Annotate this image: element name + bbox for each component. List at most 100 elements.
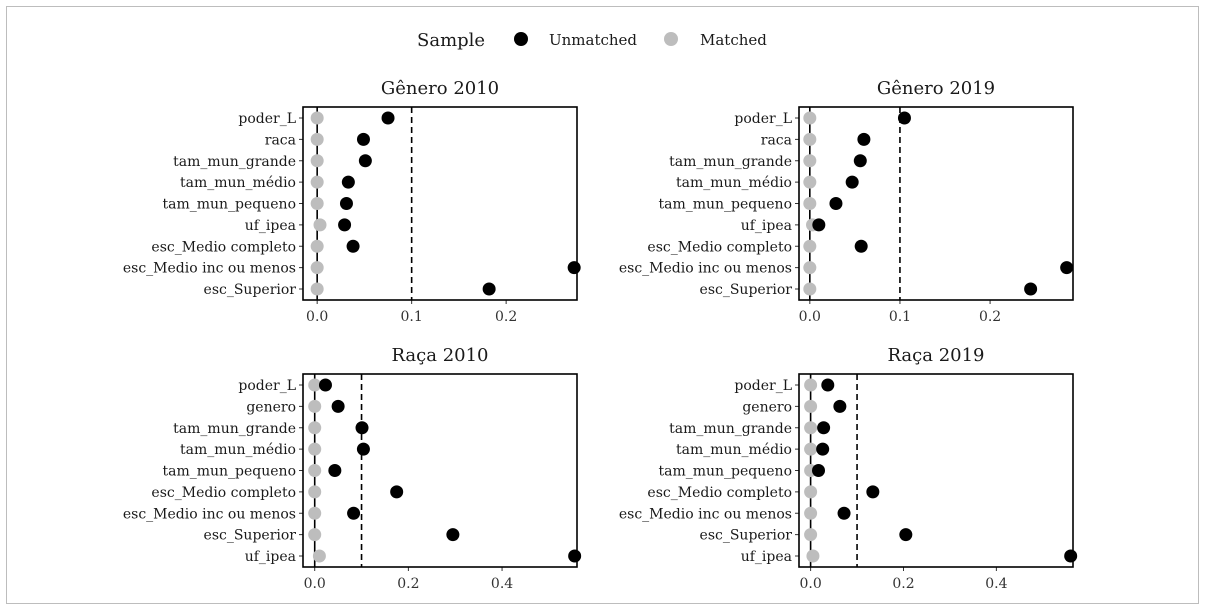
unmatched-point <box>857 132 871 146</box>
unmatched-point <box>568 549 582 563</box>
unmatched-point <box>897 111 911 125</box>
unmatched-point <box>821 378 835 392</box>
matched-point <box>310 282 324 296</box>
matched-point <box>310 154 324 168</box>
legend-swatch-matched <box>664 32 678 46</box>
matched-point <box>803 261 817 275</box>
panel-border <box>798 373 1074 568</box>
unmatched-point <box>318 378 332 392</box>
panel-title: Gênero 2010 <box>381 78 499 99</box>
matched-point <box>804 485 818 499</box>
unmatched-point <box>341 175 355 189</box>
variable-label: esc_Medio inc ou menos <box>123 506 296 522</box>
variable-label: esc_Medio completo <box>647 485 792 501</box>
x-tick-label: 0.2 <box>979 309 1001 325</box>
unmatched-point <box>833 399 847 413</box>
panel-title: Gênero 2019 <box>877 78 995 99</box>
matched-point <box>308 421 322 435</box>
variable-label: tam_mun_pequeno <box>162 464 296 480</box>
unmatched-point <box>854 239 868 253</box>
unmatched-point <box>356 442 370 456</box>
variable-label: uf_ipea <box>741 549 792 565</box>
matched-point <box>308 528 322 542</box>
variable-label: esc_Medio inc ou menos <box>619 261 792 277</box>
matched-point <box>308 378 322 392</box>
matched-point <box>804 399 818 413</box>
unmatched-point <box>866 485 880 499</box>
matched-point <box>308 442 322 456</box>
unmatched-point <box>339 197 353 210</box>
matched-point <box>308 485 322 499</box>
x-tick-label: 0.1 <box>401 309 423 325</box>
matched-point <box>313 218 327 232</box>
unmatched-point <box>331 399 345 413</box>
matched-point <box>308 399 322 413</box>
legend: Sample Unmatched Matched <box>417 30 767 51</box>
x-tick-label: 0.4 <box>491 576 513 592</box>
unmatched-point <box>1060 261 1074 275</box>
unmatched-point <box>829 197 843 210</box>
panel-border <box>302 373 578 568</box>
variable-label: tam_mun_grande <box>669 421 792 437</box>
x-tick-label: 0.0 <box>799 309 821 325</box>
x-tick-label: 0.0 <box>304 576 326 592</box>
unmatched-point <box>1024 282 1038 296</box>
unmatched-point <box>817 421 831 435</box>
matched-point <box>803 111 817 125</box>
matched-point <box>803 239 817 253</box>
variable-label: tam_mun_pequeno <box>658 464 792 480</box>
legend-label-unmatched: Unmatched <box>549 31 637 49</box>
variable-label: tam_mun_grande <box>173 154 296 170</box>
variable-label: esc_Superior <box>700 282 793 298</box>
unmatched-point <box>482 282 496 296</box>
panel-border <box>302 106 578 301</box>
legend-title: Sample <box>417 30 485 51</box>
x-tick-label: 0.1 <box>889 309 911 325</box>
x-tick-label: 0.4 <box>985 576 1007 592</box>
variable-label: tam_mun_médio <box>180 175 296 191</box>
x-tick-label: 0.0 <box>306 309 328 325</box>
legend-swatch-unmatched <box>514 32 528 46</box>
panel-title: Raça 2019 <box>887 345 984 366</box>
variable-label: poder_L <box>238 111 296 127</box>
panel-title: Raça 2010 <box>391 345 488 366</box>
variable-label: genero <box>246 399 296 415</box>
matched-point <box>308 506 322 520</box>
matched-point <box>803 282 817 296</box>
x-tick-label: 0.2 <box>495 309 517 325</box>
matched-point <box>804 442 818 456</box>
variable-label: tam_mun_grande <box>669 154 792 170</box>
unmatched-point <box>1064 549 1078 563</box>
unmatched-point <box>816 442 830 456</box>
matched-point <box>310 239 324 253</box>
unmatched-point <box>328 464 342 477</box>
unmatched-point <box>853 154 867 168</box>
matched-point <box>308 464 322 477</box>
x-tick-label: 0.0 <box>799 576 821 592</box>
variable-label: esc_Medio inc ou menos <box>619 506 792 522</box>
variable-label: tam_mun_pequeno <box>162 197 296 213</box>
matched-point <box>804 506 818 520</box>
unmatched-point <box>358 154 372 168</box>
variable-label: tam_mun_pequeno <box>658 197 792 213</box>
variable-label: esc_Medio inc ou menos <box>123 261 296 277</box>
variable-label: tam_mun_grande <box>173 421 296 437</box>
matched-point <box>803 154 817 168</box>
variable-label: raca <box>761 132 792 148</box>
variable-label: poder_L <box>734 378 792 394</box>
matched-point <box>310 111 324 125</box>
matched-point <box>310 175 324 189</box>
variable-label: tam_mun_médio <box>676 175 792 191</box>
unmatched-point <box>446 528 460 542</box>
matched-point <box>804 378 818 392</box>
panels: Gênero 2010poder_Lracatam_mun_grandetam_… <box>123 78 1078 592</box>
matched-point <box>312 549 326 563</box>
unmatched-point <box>899 528 913 542</box>
matched-point <box>310 261 324 275</box>
variable-label: raca <box>265 132 296 148</box>
variable-label: tam_mun_médio <box>676 442 792 458</box>
